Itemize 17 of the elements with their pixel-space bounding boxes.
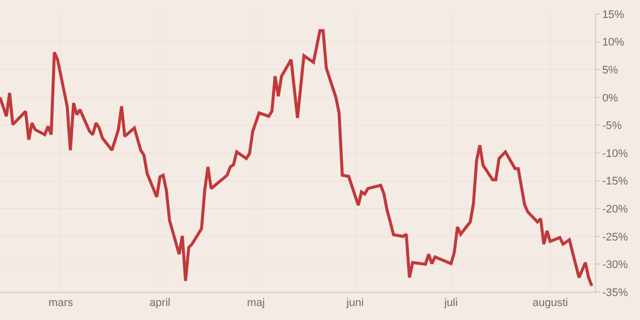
x-tick-label: mars <box>48 297 74 310</box>
y-tick-label: 0% <box>602 92 618 104</box>
y-tick-label: 15% <box>602 8 624 21</box>
x-tick-label: juli <box>443 297 458 310</box>
x-tick-label: juni <box>346 297 364 310</box>
y-tick-label: -20% <box>602 203 628 216</box>
x-tick-label: augusti <box>532 297 568 310</box>
y-tick-label: -25% <box>602 231 628 244</box>
y-tick-label: -15% <box>602 176 628 188</box>
x-tick-label: april <box>150 297 170 310</box>
y-tick-label: -10% <box>602 148 628 160</box>
y-tick-label: 5% <box>602 64 618 76</box>
y-tick-label: -35% <box>602 286 628 299</box>
x-tick-label: maj <box>247 297 265 310</box>
y-tick-label: -5% <box>602 120 622 132</box>
y-tick-label: 10% <box>602 36 624 49</box>
y-tick-label: -30% <box>602 259 628 272</box>
